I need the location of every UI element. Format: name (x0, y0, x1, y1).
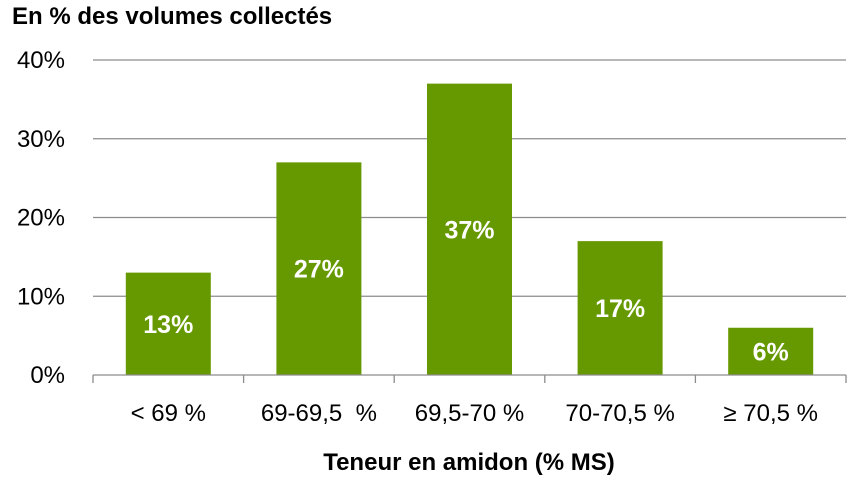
bar (427, 83, 512, 375)
y-tick-label: 40% (17, 47, 65, 74)
x-category-label: 69,5-70 % (415, 400, 524, 427)
x-axis-categories: < 69 % 69-69,5 % 69,5-70 % 70-70,5 % ≥ 70,5 … (131, 400, 818, 427)
y-tick-label: 30% (17, 126, 65, 153)
x-category-label: ≥ 70,5 % (723, 400, 818, 427)
x-category-label: 69-69,5 % (261, 400, 377, 427)
data-label: 6% (753, 338, 789, 366)
y-tick-label: 20% (17, 205, 65, 232)
data-label: 27% (294, 256, 344, 284)
x-axis-title: Teneur en amidon (% MS) (323, 449, 615, 476)
data-label: 17% (595, 295, 645, 323)
bar (125, 272, 211, 375)
bar (276, 162, 362, 375)
y-tick-label: 0% (30, 362, 65, 389)
y-axis-title: En % des volumes collectés (12, 3, 332, 30)
bar (728, 327, 814, 375)
x-category-label: 70-70,5 % (565, 400, 674, 427)
x-category-label: < 69 % (131, 400, 206, 427)
data-labels: 13% 27% 37% 17% 6% (143, 216, 788, 366)
y-tick-label: 10% (17, 283, 65, 310)
bar (577, 241, 663, 375)
data-label: 37% (444, 216, 494, 244)
y-axis-ticks: 0% 10% 20% 30% 40% (17, 47, 65, 389)
data-label: 13% (143, 311, 193, 339)
x-axis (92, 374, 847, 383)
bars (125, 83, 814, 375)
